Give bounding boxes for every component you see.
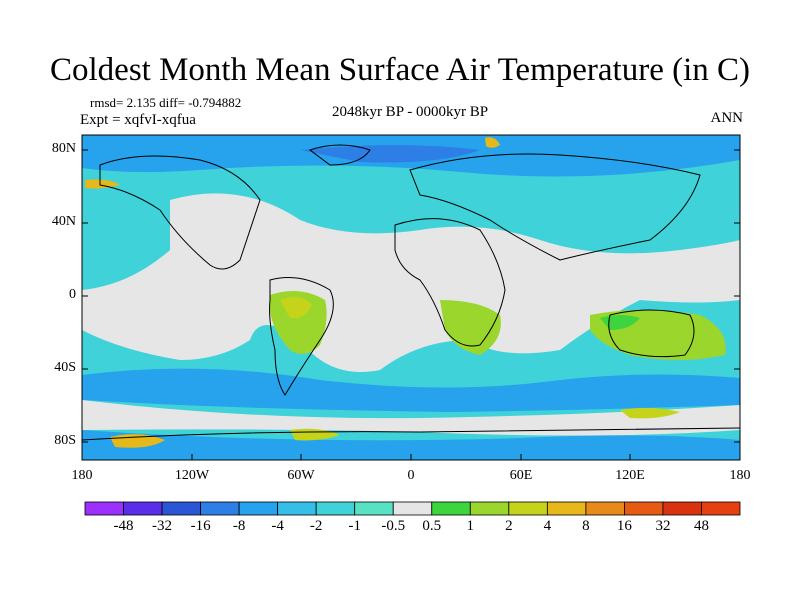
colorbar-label: -4 — [271, 518, 284, 534]
colorbar-swatch — [624, 501, 664, 516]
colorbar-label: 16 — [616, 518, 632, 534]
colorbar-swatch — [84, 501, 124, 516]
colorbar-swatch — [123, 501, 163, 516]
colorbar-label: 1 — [466, 518, 475, 534]
lon-tick-60e: 60E — [509, 468, 533, 483]
colorbar-swatch — [508, 501, 548, 516]
antarctica-outline — [82, 427, 740, 441]
colorbar-label: -0.5 — [381, 518, 406, 534]
lon-tick-0: 0 — [407, 468, 415, 483]
colorbar — [84, 501, 741, 516]
chart-title: Coldest Month Mean Surface Air Temperatu… — [50, 52, 750, 88]
lon-tick-180e: 180 — [729, 468, 751, 483]
africa-warm — [440, 300, 501, 355]
africa-outline — [394, 218, 506, 347]
colorbar-swatch — [585, 501, 625, 516]
colorbar-label: -2 — [309, 518, 323, 534]
lon-tick-120w: 120W — [174, 468, 210, 483]
southern-neutral-band — [82, 400, 740, 436]
south-america-outline — [269, 277, 334, 396]
lat-tick-40s: 40S — [54, 360, 76, 375]
colorbar-swatch — [161, 501, 201, 516]
colorbar-label: -16 — [190, 518, 211, 534]
antarctic-cool-band — [82, 430, 740, 460]
stats-text: rmsd= 2.135 diff= -0.794882 — [90, 95, 242, 110]
colorbar-label: 4 — [543, 518, 552, 534]
arctic-cold-patch — [300, 145, 480, 163]
colorbar-label: 8 — [582, 518, 590, 534]
colorbar-swatch — [315, 501, 356, 516]
lon-tick-120e: 120E — [615, 468, 645, 483]
arctic-warm-patch — [485, 137, 500, 148]
lon-tick-60w: 60W — [287, 468, 315, 483]
colorbar-swatch — [469, 501, 510, 516]
south-america-warmer — [280, 296, 312, 319]
temperature-field — [82, 135, 740, 460]
lat-tick-80s: 80S — [54, 433, 76, 448]
experiment-label: Expt = xqfvI-xqfua — [80, 112, 196, 128]
colorbar-label: -1 — [348, 518, 361, 534]
lon-tick-180w: 180 — [71, 468, 93, 483]
colorbar-label: 2 — [505, 518, 513, 534]
colorbar-swatch — [354, 501, 394, 516]
colorbar-label: 48 — [693, 518, 709, 534]
alaska-warm-patch — [85, 179, 120, 189]
colorbar-swatch — [277, 501, 317, 516]
north-pacific-neutral — [180, 215, 270, 251]
colorbar-label: 32 — [655, 518, 671, 534]
coastlines — [82, 144, 740, 441]
colorbar-label: -8 — [232, 518, 246, 534]
colorbar-swatch — [701, 501, 741, 516]
colorbar-label: 0.5 — [422, 518, 442, 534]
australia-outline — [608, 309, 695, 358]
colorbar-swatch — [238, 501, 279, 516]
southern-ocean-band — [82, 368, 740, 412]
colorbar-label: -48 — [113, 518, 134, 534]
antarctic-warm-patch-3 — [620, 407, 680, 419]
period-label: 2048kyr BP - 0000kyr BP — [331, 104, 489, 120]
season-label: ANN — [710, 110, 744, 126]
colorbar-swatch — [200, 501, 240, 516]
lat-tick-80n: 80N — [51, 141, 76, 156]
australia-green — [600, 315, 640, 330]
greenland-outline — [308, 144, 371, 166]
colorbar-swatch — [392, 501, 433, 516]
colorbar-swatch — [662, 501, 702, 516]
north-america-outline — [99, 155, 261, 270]
colorbar-label: -32 — [152, 518, 173, 534]
lat-tick-40n: 40N — [51, 214, 76, 229]
axis-ticks — [82, 149, 740, 460]
colorbar-swatch — [431, 501, 471, 516]
eurasia-outline — [409, 153, 701, 261]
colorbar-swatch — [546, 501, 587, 516]
lat-tick-0: 0 — [69, 287, 76, 302]
